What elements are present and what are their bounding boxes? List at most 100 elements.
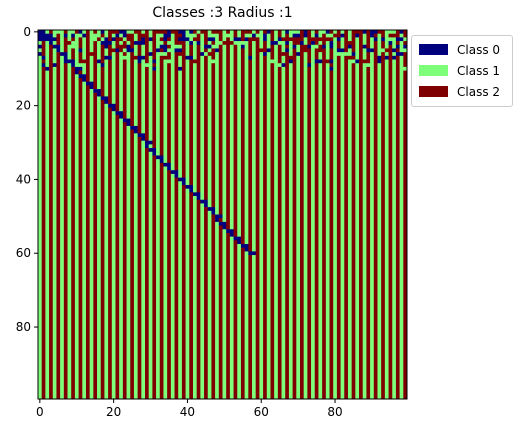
heatmap-cell-run xyxy=(355,63,360,400)
heatmap-cell-run xyxy=(178,177,183,182)
heatmap-cell-run xyxy=(196,33,201,42)
heatmap-cell-run xyxy=(108,41,113,46)
heatmap-cell-run xyxy=(167,30,172,38)
heatmap-cell-run xyxy=(266,33,271,49)
heatmap-cell-run xyxy=(244,251,249,400)
heatmap-cell-run xyxy=(314,63,319,400)
heatmap-cell-run xyxy=(38,52,42,57)
heatmap-cell-run xyxy=(347,59,352,400)
heatmap-cell-run xyxy=(52,41,57,46)
heatmap-cell-run xyxy=(130,125,135,130)
heatmap-cell-run xyxy=(141,30,146,34)
heatmap-cell-run xyxy=(141,44,146,57)
legend-swatch-class-1 xyxy=(419,65,448,76)
heatmap-cell-run xyxy=(311,44,316,400)
heatmap-cell-run xyxy=(130,48,135,53)
heatmap-cell-run xyxy=(336,55,341,400)
heatmap-cell-run xyxy=(163,59,168,164)
heatmap-cell-run xyxy=(381,52,386,400)
heatmap-cell-run xyxy=(240,247,245,400)
heatmap-cell-run xyxy=(277,37,282,42)
y-tick-label: 0 xyxy=(23,25,31,39)
heatmap-cell-run xyxy=(82,74,87,82)
heatmap-cell-run xyxy=(274,44,279,400)
heatmap-cell-run xyxy=(119,30,124,34)
heatmap-cell-run xyxy=(111,103,116,112)
heatmap-cell-run xyxy=(311,41,316,46)
heatmap-cell-run xyxy=(281,41,286,53)
heatmap-cell-run xyxy=(240,41,245,46)
heatmap-cell-run xyxy=(204,199,209,208)
heatmap-cell-run xyxy=(233,240,238,400)
heatmap-cell-run xyxy=(82,37,87,60)
x-tick-label: 0 xyxy=(36,405,44,419)
heatmap-cell-run xyxy=(137,44,142,57)
heatmap-cell-run xyxy=(215,221,220,400)
heatmap-cell-run xyxy=(370,48,375,53)
heatmap-cell-run xyxy=(192,30,197,34)
heatmap-cell-run xyxy=(395,55,400,400)
heatmap-cell-run xyxy=(233,30,238,38)
heatmap-cell-run xyxy=(362,33,367,46)
legend-item-class-0: Class 0 xyxy=(412,39,512,60)
heatmap-cell-run xyxy=(215,214,220,223)
heatmap-cell-run xyxy=(377,30,382,34)
heatmap-cell-run xyxy=(152,155,157,400)
heatmap-cell-run xyxy=(229,44,234,230)
heatmap-cell-run xyxy=(148,52,153,57)
heatmap-cell-run xyxy=(148,144,153,149)
heatmap-cell-run xyxy=(281,66,286,400)
heatmap-cell-run xyxy=(196,41,201,46)
heatmap-cell-run xyxy=(318,41,323,46)
heatmap-cell-run xyxy=(159,33,164,38)
heatmap-cell-run xyxy=(252,251,257,256)
heatmap-cell-run xyxy=(240,44,245,49)
heatmap-cell-run xyxy=(41,41,46,57)
heatmap-cell-run xyxy=(167,59,172,64)
heatmap-cell-run xyxy=(100,100,105,400)
heatmap-cell-run xyxy=(185,55,190,60)
heatmap-cell-run xyxy=(115,52,120,112)
heatmap-cell-run xyxy=(181,30,186,42)
heatmap-cell-run xyxy=(93,41,98,90)
heatmap-cell-run xyxy=(178,30,183,34)
legend-label-class-2: Class 2 xyxy=(457,84,501,99)
heatmap-cell-run xyxy=(167,41,172,46)
heatmap-cell-run xyxy=(403,48,408,53)
heatmap-cell-run xyxy=(370,37,375,49)
heatmap-cell-run xyxy=(248,59,253,252)
heatmap-cell-run xyxy=(211,30,216,34)
heatmap-cell-run xyxy=(111,48,116,53)
heatmap-cell-run xyxy=(119,41,124,46)
heatmap-cell-run xyxy=(270,59,275,64)
legend-item-class-2: Class 2 xyxy=(412,81,512,102)
heatmap-cell-run xyxy=(93,30,98,34)
heatmap-cell-run xyxy=(167,52,172,60)
heatmap-cell-run xyxy=(104,103,109,400)
heatmap-cell-run xyxy=(351,30,356,53)
heatmap-cell-run xyxy=(178,41,183,46)
heatmap-cell-run xyxy=(189,30,194,34)
heatmap-cell-run xyxy=(174,52,179,171)
heatmap-cell-run xyxy=(252,30,257,34)
heatmap-cell-run xyxy=(145,66,149,141)
heatmap-cell-run xyxy=(133,30,138,34)
heatmap-cell-run xyxy=(82,63,87,75)
heatmap-cell-run xyxy=(122,37,127,42)
heatmap-cell-run xyxy=(170,173,175,400)
heatmap-cell-run xyxy=(333,37,338,400)
heatmap-cell-run xyxy=(248,55,253,60)
heatmap-cell-run xyxy=(240,244,245,249)
heatmap-cell-run xyxy=(340,48,345,53)
heatmap-cell-run xyxy=(252,37,257,42)
heatmap-cell-run xyxy=(100,63,105,68)
heatmap-cell-run xyxy=(174,30,179,46)
heatmap-cell-run xyxy=(325,33,330,38)
heatmap-cell-run xyxy=(399,30,404,34)
heatmap-cell-run xyxy=(130,33,135,49)
heatmap-cell-run xyxy=(52,48,57,64)
heatmap-cell-run xyxy=(314,48,319,60)
heatmap-cell-run xyxy=(333,33,338,38)
heatmap-cell-run xyxy=(60,52,65,57)
heatmap-cell-run xyxy=(119,111,124,119)
